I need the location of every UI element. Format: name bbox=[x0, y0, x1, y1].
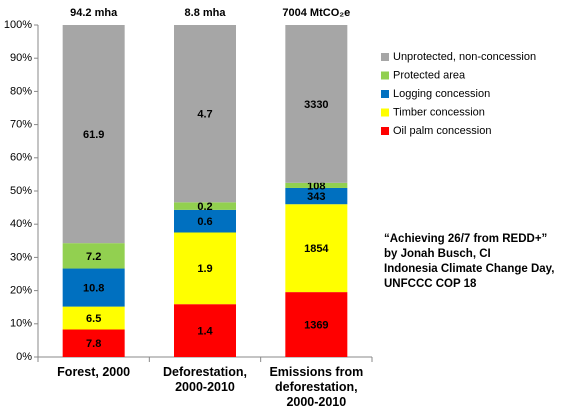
data-label: 0.2 bbox=[197, 201, 212, 213]
y-tick-label: 70% bbox=[10, 119, 32, 131]
data-label: 4.7 bbox=[197, 109, 212, 121]
y-tick-label: 90% bbox=[10, 52, 32, 64]
data-label: 6.5 bbox=[86, 313, 101, 325]
y-tick-label: 100% bbox=[4, 19, 32, 31]
bar-segment bbox=[285, 204, 348, 293]
data-label: 10.8 bbox=[83, 282, 104, 294]
bar-segment bbox=[62, 306, 125, 330]
legend-swatch bbox=[381, 127, 389, 135]
x-tick-label: Forest, 2000 bbox=[57, 365, 131, 379]
y-tick-label: 10% bbox=[10, 318, 32, 330]
annotation-line: Indonesia Climate Change Day, bbox=[384, 263, 555, 275]
legend-swatch bbox=[381, 108, 389, 117]
bar-segment bbox=[174, 202, 236, 210]
y-tick-label: 80% bbox=[10, 85, 32, 97]
y-tick-label: 60% bbox=[10, 152, 32, 164]
data-label: 0.6 bbox=[197, 216, 212, 228]
bar-segment bbox=[285, 292, 348, 357]
bar-segment bbox=[174, 304, 236, 357]
bar-segment bbox=[62, 268, 125, 307]
y-tick-label: 40% bbox=[10, 218, 32, 230]
legend-label: Timber concession bbox=[393, 106, 485, 118]
annotation-line: UNFCCC COP 18 bbox=[384, 278, 477, 290]
legend-label: Unprotected, non-concession bbox=[393, 51, 536, 63]
column-header: 94.2 mha bbox=[70, 7, 118, 19]
legend-swatch bbox=[381, 53, 389, 61]
bar-segment bbox=[62, 329, 125, 357]
column-header: 7004 MtCO₂e bbox=[282, 7, 350, 19]
bar-segment bbox=[285, 187, 348, 205]
bar-segment bbox=[174, 25, 236, 203]
x-tick-label: Emissions from deforestation, 2000-2010 bbox=[269, 365, 364, 409]
data-label: 7.2 bbox=[86, 251, 101, 263]
y-tick-label: 20% bbox=[10, 285, 32, 297]
bar-segment bbox=[285, 182, 348, 188]
y-tick-label: 30% bbox=[10, 251, 32, 263]
data-label: 1369 bbox=[304, 319, 328, 331]
legend-label: Logging concession bbox=[393, 88, 490, 100]
legend-label: Protected area bbox=[393, 69, 466, 81]
bar-segment bbox=[62, 243, 125, 269]
data-label: 61.9 bbox=[83, 129, 104, 141]
annotation: “Achieving 26/7 from REDD+” by Jonah Busc… bbox=[384, 232, 562, 292]
y-tick-label: 0% bbox=[16, 351, 32, 363]
bar-segment bbox=[285, 25, 348, 183]
legend-label: Oil palm concession bbox=[393, 125, 491, 137]
bar-segment bbox=[174, 232, 236, 305]
y-tick-label: 50% bbox=[10, 185, 32, 197]
data-label: 1.9 bbox=[197, 263, 212, 275]
bar-segment bbox=[174, 209, 236, 233]
data-label: 1.4 bbox=[197, 325, 213, 337]
legend-swatch bbox=[381, 90, 389, 98]
column-header: 8.8 mha bbox=[185, 7, 227, 19]
data-label: 3330 bbox=[304, 99, 328, 111]
annotation-line: “Achieving 26/7 from REDD+” bbox=[384, 233, 548, 245]
data-label: 1854 bbox=[304, 243, 329, 255]
legend-swatch bbox=[381, 71, 389, 80]
data-label: 343 bbox=[307, 191, 325, 203]
data-label: 7.8 bbox=[86, 338, 101, 350]
annotation-line: by Jonah Busch, CI bbox=[384, 248, 491, 260]
data-label: 108 bbox=[307, 180, 325, 192]
bar-segment bbox=[62, 25, 125, 244]
x-tick-label: Deforestation, 2000-2010 bbox=[162, 365, 248, 394]
